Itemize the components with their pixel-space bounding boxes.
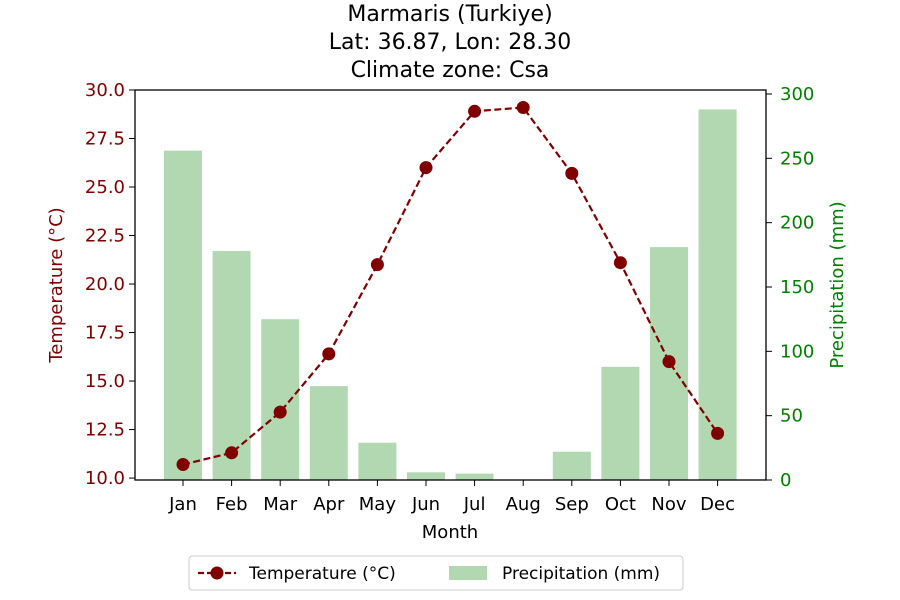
- precipitation-bar-jun: [407, 472, 445, 480]
- x-tick-label: Sep: [555, 494, 589, 515]
- plot-frame: [134, 89, 767, 481]
- precipitation-tick-label: 250: [780, 148, 814, 169]
- precipitation-tick-label: 50: [780, 406, 803, 427]
- x-axis-label: Month: [422, 522, 478, 543]
- x-axis-ticks: Jan Feb Mar Apr May Jun Jul Aug Sep Oct Nov Dec: [168, 480, 735, 515]
- temperature-tick-label: 22.5: [85, 226, 125, 247]
- temperature-point-jun: [419, 161, 433, 175]
- legend-box: [188, 555, 684, 591]
- precipitation-tick-label: 100: [780, 341, 814, 362]
- temperature-point-dec: [711, 426, 725, 440]
- temperature-point-mar: [273, 405, 287, 419]
- temperature-axis-label: Temperature (°C): [46, 207, 67, 363]
- precipitation-tick-label: 150: [780, 277, 814, 298]
- precipitation-axis-label: Precipitation (mm): [827, 201, 848, 368]
- precipitation-bar-sep: [552, 451, 591, 480]
- legend-temperature-label: Temperature (°C): [248, 564, 396, 584]
- temperature-point-jan: [176, 458, 190, 471]
- legend-precipitation-label: Precipitation (mm): [502, 564, 660, 584]
- temperature-series: [176, 101, 725, 471]
- precipitation-bar-jul: [455, 473, 494, 480]
- precipitation-bar-feb: [212, 251, 251, 480]
- precipitation-tick-label: 200: [780, 213, 814, 234]
- precipitation-bar-apr: [309, 386, 348, 480]
- precipitation-axis-ticks: 0 50 100 150 200 250 300: [766, 84, 814, 491]
- temperature-tick-label: 27.5: [85, 129, 125, 150]
- temperature-tick-label: 17.5: [85, 323, 125, 344]
- temperature-point-apr: [322, 347, 336, 361]
- temperature-point-sep: [565, 166, 579, 180]
- temperature-tick-label: 15.0: [85, 371, 125, 392]
- precipitation-tick-label: 0: [780, 470, 791, 491]
- temperature-axis-ticks: 10.0 12.5 15.0 17.5 20.0 22.5 25.0 27.5 30.0: [85, 80, 135, 489]
- chart-title: Marmaris (Turkiye) Lat: 36.87, Lon: 28.3…: [329, 2, 571, 83]
- temperature-tick-label: 25.0: [85, 177, 125, 198]
- temperature-point-may: [370, 258, 384, 272]
- chart-title-line-2: Lat: 36.87, Lon: 28.30: [329, 30, 571, 55]
- x-tick-label: Jan: [168, 494, 197, 515]
- x-tick-label: Nov: [651, 494, 686, 515]
- x-tick-label: Jul: [463, 494, 486, 515]
- precipitation-bar-oct: [601, 366, 640, 480]
- x-tick-label: Oct: [605, 494, 636, 515]
- temperature-line: [182, 106, 719, 466]
- precipitation-bar-jan: [164, 150, 202, 480]
- legend-temperature-marker: [210, 566, 224, 580]
- precipitation-tick-label: 300: [780, 84, 814, 105]
- legend-precipitation-swatch: [449, 566, 487, 580]
- temperature-tick-label: 10.0: [85, 468, 125, 489]
- temperature-point-aug: [516, 101, 530, 114]
- precipitation-bar-mar: [261, 319, 300, 480]
- legend: Temperature (°C) Precipitation (mm): [188, 555, 684, 591]
- chart-title-line-1: Marmaris (Turkiye): [347, 2, 552, 27]
- temperature-point-feb: [225, 446, 239, 460]
- x-tick-label: Feb: [216, 494, 248, 515]
- temperature-tick-label: 20.0: [85, 274, 125, 295]
- chart-title-line-3: Climate zone: Csa: [351, 58, 550, 83]
- precipitation-bar-may: [358, 442, 397, 480]
- temperature-point-nov: [662, 355, 676, 369]
- temperature-tick-label: 12.5: [85, 420, 125, 441]
- x-tick-label: Aug: [506, 494, 541, 515]
- temperature-tick-label: 30.0: [85, 80, 125, 101]
- precipitation-bars: [164, 109, 737, 481]
- x-tick-label: Dec: [700, 494, 735, 515]
- x-tick-label: Apr: [313, 494, 345, 515]
- x-tick-label: Jun: [411, 494, 440, 515]
- temperature-point-jul: [468, 104, 482, 118]
- x-tick-label: Mar: [263, 494, 298, 515]
- x-tick-label: May: [359, 494, 397, 515]
- temperature-point-oct: [613, 256, 627, 270]
- precipitation-bar-dec: [698, 109, 737, 481]
